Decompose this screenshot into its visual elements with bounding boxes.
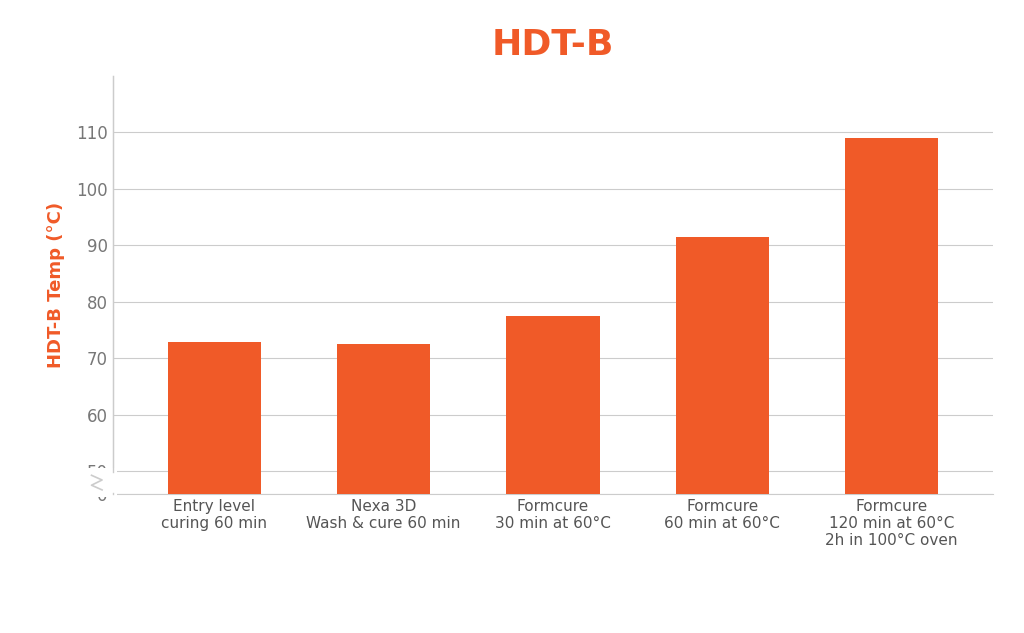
Y-axis label: HDT-B Temp (°C): HDT-B Temp (°C) (47, 202, 65, 368)
Bar (507, 316, 599, 494)
Bar (845, 138, 938, 494)
Bar (168, 342, 261, 494)
Bar (78, 468, 117, 498)
Bar (676, 237, 769, 494)
Bar (337, 344, 430, 494)
Title: HDT-B: HDT-B (492, 28, 614, 62)
